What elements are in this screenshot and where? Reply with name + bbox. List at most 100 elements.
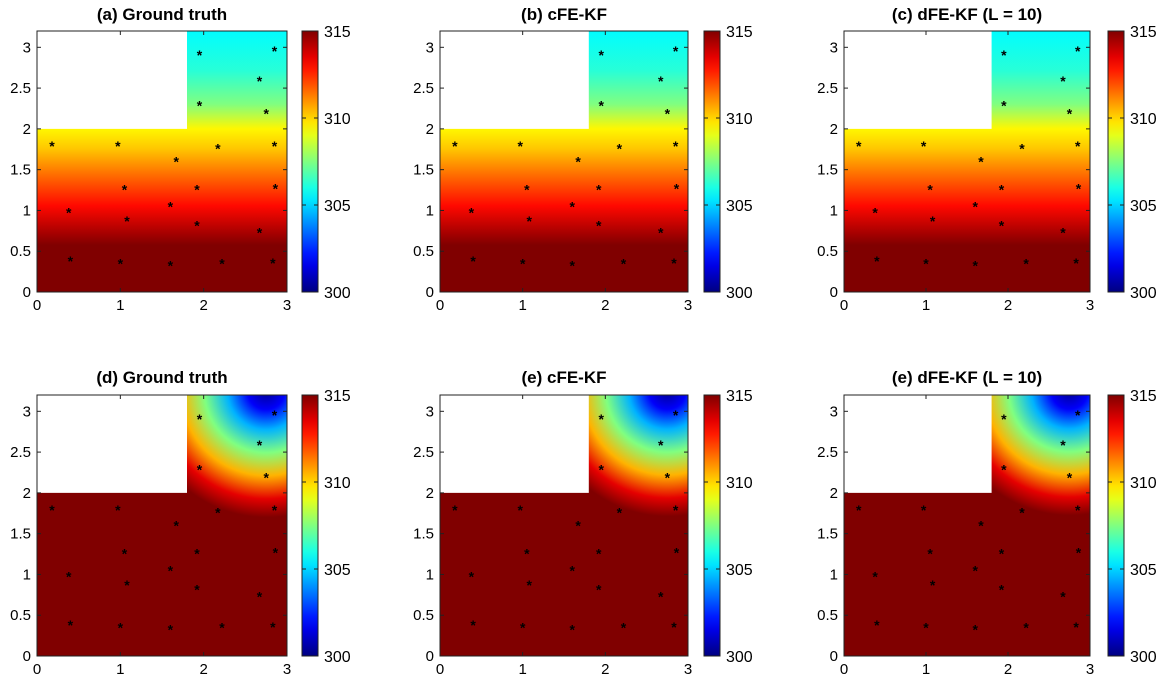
sensor-marker: * bbox=[999, 545, 1005, 561]
sensor-marker: * bbox=[1001, 97, 1007, 113]
y-tick-label: 2 bbox=[830, 121, 838, 138]
colorbar-tick-label: 315 bbox=[324, 388, 351, 405]
sensor-marker: * bbox=[570, 621, 576, 637]
sensor-marker: * bbox=[49, 138, 55, 154]
sensor-marker: * bbox=[270, 255, 276, 271]
y-tick-label: 1.5 bbox=[817, 526, 838, 543]
colorbar-tick-label: 315 bbox=[726, 24, 753, 41]
temperature-field bbox=[37, 31, 287, 292]
sensor-marker: * bbox=[1067, 106, 1073, 122]
sensor-marker: * bbox=[1075, 43, 1081, 59]
sensor-marker: * bbox=[124, 213, 130, 229]
sensor-marker: * bbox=[520, 620, 526, 636]
temperature-field bbox=[440, 31, 688, 292]
x-tick-label: 1 bbox=[116, 661, 124, 678]
sensor-marker: * bbox=[194, 217, 200, 233]
sensor-marker: * bbox=[674, 181, 680, 197]
sensor-marker: * bbox=[257, 437, 263, 453]
sensor-marker: * bbox=[168, 257, 174, 273]
colorbar-tick-label: 310 bbox=[726, 475, 753, 492]
sensor-marker: * bbox=[673, 43, 679, 59]
sensor-marker: * bbox=[923, 620, 929, 636]
sensor-marker: * bbox=[68, 617, 74, 633]
sensor-marker: * bbox=[671, 619, 677, 635]
y-tick-label: 0.5 bbox=[10, 607, 31, 624]
y-tick-label: 2.5 bbox=[413, 80, 434, 97]
sensor-marker: * bbox=[872, 204, 878, 220]
y-tick-label: 2 bbox=[426, 121, 434, 138]
sensor-marker: * bbox=[575, 154, 581, 170]
panel-6: (e) dFE-KF (L = 10)0 1 2 300.511.522.53* ***… bbox=[817, 368, 1157, 678]
sensor-marker: * bbox=[1076, 545, 1082, 561]
y-tick-label: 3 bbox=[23, 403, 31, 420]
sensor-marker: * bbox=[658, 73, 664, 89]
sensor-marker: * bbox=[665, 470, 671, 486]
sensor-marker: * bbox=[270, 619, 276, 635]
y-tick-label: 1 bbox=[426, 202, 434, 219]
x-tick-label: 2 bbox=[601, 661, 609, 678]
sensor-marker: * bbox=[665, 106, 671, 122]
sensor-marker: * bbox=[874, 253, 880, 269]
sensor-marker: * bbox=[197, 411, 203, 427]
axes-box bbox=[439, 30, 689, 293]
sensor-marker: * bbox=[978, 154, 984, 170]
sensor-marker: * bbox=[1075, 138, 1081, 154]
sensor-marker: * bbox=[273, 545, 279, 561]
colorbar bbox=[703, 394, 721, 657]
sensor-marker: * bbox=[1001, 461, 1007, 477]
y-tick-label: 1.5 bbox=[10, 162, 31, 179]
sensor-marker: * bbox=[1060, 589, 1066, 605]
panel-title: (d) Ground truth bbox=[96, 368, 227, 387]
sensor-marker: * bbox=[197, 47, 203, 63]
x-tick-label: 1 bbox=[116, 297, 124, 314]
axes-box bbox=[843, 30, 1091, 293]
sensor-marker: * bbox=[598, 97, 604, 113]
x-tick-label: 3 bbox=[1086, 297, 1094, 314]
sensor-marker: * bbox=[1067, 470, 1073, 486]
sensor-marker: * bbox=[1075, 407, 1081, 423]
sensor-marker: * bbox=[570, 563, 576, 579]
y-tick-label: 2 bbox=[23, 121, 31, 138]
colorbar-tick-label: 300 bbox=[726, 649, 753, 666]
sensor-marker: * bbox=[194, 581, 200, 597]
sensor-marker: * bbox=[197, 97, 203, 113]
colorbar-tick-label: 310 bbox=[324, 475, 351, 492]
sensor-marker: * bbox=[527, 213, 533, 229]
sensor-marker: * bbox=[621, 620, 627, 636]
sensor-marker: * bbox=[673, 502, 679, 518]
colorbar-tick-label: 300 bbox=[1130, 649, 1157, 666]
sensor-marker: * bbox=[470, 617, 476, 633]
sensor-marker: * bbox=[197, 461, 203, 477]
sensor-marker: * bbox=[118, 256, 124, 272]
axes-box bbox=[843, 394, 1091, 657]
colorbar bbox=[301, 394, 319, 657]
sensor-marker: * bbox=[1060, 437, 1066, 453]
temperature-field bbox=[844, 395, 1090, 656]
y-tick-label: 2 bbox=[23, 485, 31, 502]
x-tick-label: 1 bbox=[922, 297, 930, 314]
sensor-marker: * bbox=[598, 461, 604, 477]
sensor-marker: * bbox=[930, 577, 936, 593]
sensor-marker: * bbox=[930, 213, 936, 229]
y-tick-label: 3 bbox=[426, 39, 434, 56]
colorbar-tick-label: 300 bbox=[1130, 285, 1157, 302]
x-tick-label: 2 bbox=[1004, 661, 1012, 678]
x-tick-label: 0 bbox=[436, 661, 444, 678]
sensor-marker: * bbox=[1073, 255, 1079, 271]
y-tick-label: 2.5 bbox=[817, 80, 838, 97]
sensor-marker: * bbox=[215, 141, 221, 157]
y-tick-label: 0 bbox=[426, 284, 434, 301]
colorbar-tick-label: 310 bbox=[324, 111, 351, 128]
sensor-marker: * bbox=[872, 568, 878, 584]
y-tick-label: 3 bbox=[426, 403, 434, 420]
y-tick-label: 3 bbox=[830, 39, 838, 56]
sensor-marker: * bbox=[272, 502, 278, 518]
sensor-marker: * bbox=[1073, 619, 1079, 635]
x-tick-label: 3 bbox=[283, 297, 291, 314]
colorbar-tick-label: 305 bbox=[726, 562, 753, 579]
sensor-marker: * bbox=[168, 563, 174, 579]
y-tick-label: 1 bbox=[426, 566, 434, 583]
sensor-marker: * bbox=[1023, 256, 1029, 272]
